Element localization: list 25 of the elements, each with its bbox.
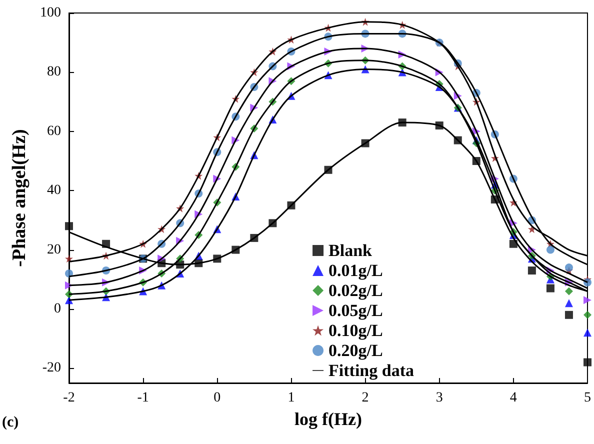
x-tick-label: 5	[584, 390, 591, 406]
legend-label: Blank	[328, 241, 373, 260]
x-tick-label: 4	[510, 390, 517, 406]
x-tick-label: 2	[362, 390, 369, 406]
y-tick-label: 0	[54, 302, 61, 316]
legend-label: 0.20g/L	[328, 341, 383, 360]
y-tick-label: 40	[47, 183, 61, 198]
x-tick-label: 3	[436, 390, 443, 406]
y-tick-label: 60	[47, 124, 61, 139]
y-tick-label: -20	[42, 360, 61, 376]
legend-label: 0.01g/L	[328, 261, 383, 280]
legend-label: 0.10g/L	[328, 321, 383, 340]
x-tick-label: -2	[63, 390, 75, 406]
x-tick-label: 1	[288, 390, 295, 406]
x-axis-title: log f(Hz)	[294, 408, 362, 429]
text: (c)	[2, 414, 19, 430]
x-tick-label: 0	[214, 390, 221, 406]
legend-label: 0.02g/L	[328, 281, 383, 300]
y-tick-label: 100	[40, 6, 61, 20]
y-axis-title: -Phase angel(Hz)	[9, 129, 30, 267]
legend-label: 0.05g/L	[328, 301, 383, 320]
y-tick-label: 20	[47, 242, 61, 258]
legend-label: Fitting data	[328, 361, 414, 380]
y-tick-label: 80	[47, 64, 61, 80]
x-tick-label: -1	[137, 390, 149, 406]
